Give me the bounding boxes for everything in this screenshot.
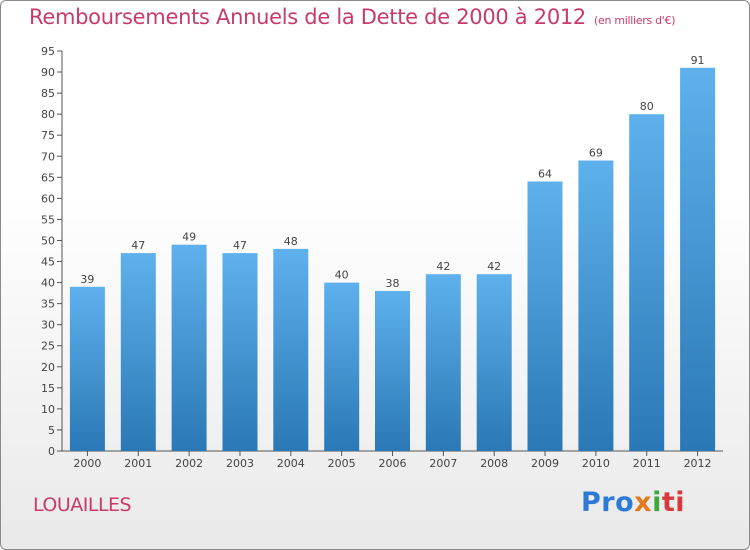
y-tick-label: 0 — [48, 445, 55, 458]
y-tick-label: 35 — [41, 298, 55, 311]
bar-2009 — [527, 181, 563, 451]
x-tick-label: 2000 — [73, 457, 101, 470]
value-label-2001: 47 — [131, 239, 145, 252]
value-label-2011: 80 — [640, 100, 654, 113]
chart-title: Remboursements Annuels de la Dette de 20… — [29, 5, 675, 29]
bars — [69, 67, 716, 452]
bar-2011 — [629, 114, 665, 451]
value-label-2009: 64 — [538, 168, 552, 181]
value-label-2008: 42 — [487, 260, 501, 273]
value-label-2002: 49 — [182, 231, 196, 244]
commune-name: LOUAILLES — [33, 494, 132, 516]
y-tick-label: 40 — [41, 277, 55, 290]
y-tick-label: 65 — [41, 171, 55, 184]
y-tick-label: 95 — [41, 45, 55, 58]
y-tick-label: 15 — [41, 382, 55, 395]
value-label-2000: 39 — [80, 273, 94, 286]
x-tick-label: 2005 — [328, 457, 356, 470]
y-tick-label: 50 — [41, 234, 55, 247]
bar-2001 — [120, 253, 156, 451]
y-tick-label: 75 — [41, 129, 55, 142]
chart-title-text: Remboursements Annuels de la Dette de 20… — [29, 5, 586, 29]
x-tick-label: 2004 — [277, 457, 305, 470]
chart-unit: (en milliers d'€) — [594, 14, 676, 27]
value-label-2005: 40 — [335, 269, 349, 282]
proxiti-logo: Proxiti — [581, 487, 685, 518]
y-tick-label: 80 — [41, 108, 55, 121]
logo-part-1: Pro — [581, 487, 635, 518]
labels: 39 47 49 47 48 40 38 42 42 64 69 80 91 — [80, 54, 704, 290]
bar-2002 — [171, 244, 207, 451]
value-label-2006: 38 — [386, 277, 400, 290]
value-label-2012: 91 — [691, 54, 705, 67]
bar-2010 — [578, 160, 614, 451]
y-tick-label: 60 — [41, 192, 55, 205]
x-tick-label: 2009 — [531, 457, 559, 470]
y-tick-label: 45 — [41, 256, 55, 269]
y-tick-label: 25 — [41, 340, 55, 353]
x-tick-label: 2010 — [582, 457, 610, 470]
x-tick-label: 2003 — [226, 457, 254, 470]
x-tick-label: 2011 — [633, 457, 661, 470]
x-tick-label: 2012 — [684, 457, 712, 470]
bar-2006 — [375, 291, 410, 451]
value-label-2007: 42 — [436, 260, 450, 273]
y-tick-label: 55 — [41, 213, 55, 226]
x-tick-label: 2007 — [429, 457, 457, 470]
y-tick-label: 10 — [41, 403, 55, 416]
value-label-2003: 47 — [233, 239, 247, 252]
y-tick-label: 30 — [41, 319, 55, 332]
bar-2004 — [273, 248, 309, 451]
bar-2000 — [69, 286, 105, 451]
value-label-2004: 48 — [284, 235, 298, 248]
value-label-2010: 69 — [589, 146, 603, 159]
x-tick-label: 2008 — [480, 457, 508, 470]
logo-part-2: x — [634, 487, 653, 518]
x-tick-label: 2002 — [175, 457, 203, 470]
bar-2008 — [476, 274, 512, 451]
bar-2012 — [680, 67, 716, 452]
x-tick-label: 2001 — [124, 457, 152, 470]
y-tick-label: 20 — [41, 361, 55, 374]
bar-2007 — [425, 274, 461, 451]
y-tick-label: 70 — [41, 150, 55, 163]
bar-2003 — [222, 253, 258, 451]
x-tick-label: 2006 — [379, 457, 407, 470]
axes: 0 5 10 15 20 25 30 35 40 45 50 55 60 65 70 75 80 85 90 95 20… — [41, 45, 723, 470]
bar-2005 — [324, 282, 360, 451]
y-tick-label: 85 — [41, 87, 55, 100]
logo-part-4: ti — [661, 487, 686, 518]
y-tick-label: 5 — [48, 424, 55, 437]
logo-part-3: i — [652, 487, 662, 518]
y-tick-label: 90 — [41, 66, 55, 79]
